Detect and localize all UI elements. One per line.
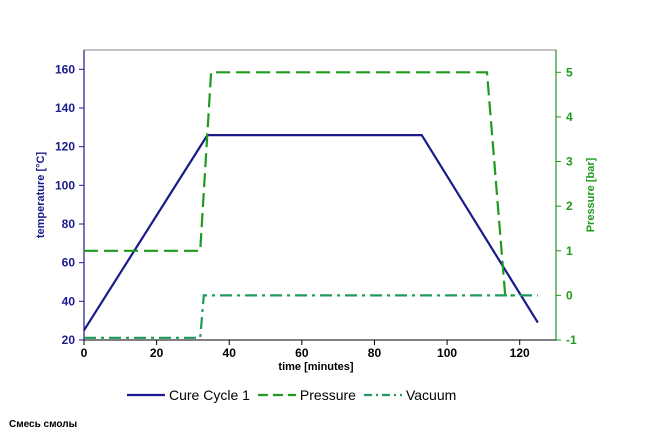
series-layer	[83, 71, 539, 339]
y-right-tick-label: 0	[566, 288, 573, 302]
legend-label-pressure: Pressure	[300, 387, 356, 403]
y-right-tick-label: 3	[566, 155, 573, 169]
y-left-tick-label: 160	[55, 62, 75, 76]
series-line-cure-cycle-1	[83, 134, 539, 331]
y-right-tick-label: 2	[566, 199, 573, 213]
x-tick-label: 100	[437, 346, 457, 360]
x-tick-label: 40	[223, 346, 237, 360]
y-right-tick-label: -1	[566, 333, 577, 347]
y-left-tick-label: 80	[62, 217, 76, 231]
y-left-tick-label: 20	[62, 333, 76, 347]
x-tick-label: 20	[150, 346, 164, 360]
y-right-tick-label: 4	[566, 110, 573, 124]
y-right-tick-label: 1	[566, 244, 573, 258]
y-left-axis-title: temperature [°C]	[35, 152, 47, 239]
series-line-vacuum	[84, 294, 538, 339]
y-left-tick-label: 100	[55, 178, 75, 192]
x-tick-label: 120	[510, 346, 530, 360]
y-right-axis-title: Pressure [bar]	[585, 157, 597, 232]
y-left-tick-label: 60	[62, 256, 76, 270]
legend-label-vacuum: Vacuum	[406, 387, 456, 403]
plot-frame	[83, 49, 557, 341]
x-tick-label: 60	[295, 346, 309, 360]
x-axis-title: time [minutes]	[278, 361, 354, 373]
y-left-tick-label: 40	[62, 294, 76, 308]
y-left-tick-label: 120	[55, 140, 75, 154]
legend-label-cure-cycle-1: Cure Cycle 1	[169, 387, 250, 403]
y-left-tick-label: 140	[55, 101, 75, 115]
x-tick-label: 0	[81, 346, 88, 360]
caption-text: Смесь смолы	[9, 419, 78, 430]
series-line-pressure	[84, 71, 513, 297]
x-tick-label: 80	[368, 346, 382, 360]
legend: Cure Cycle 1 Pressure Vacuum	[127, 387, 456, 403]
y-right-tick-label: 5	[566, 65, 573, 79]
